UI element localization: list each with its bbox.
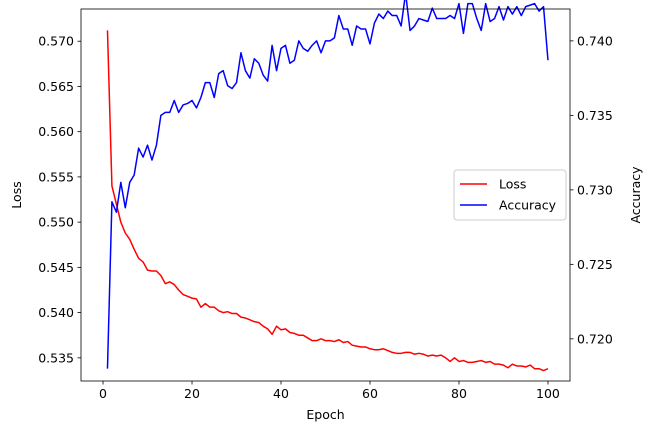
x-tick-label: 100 — [536, 386, 560, 401]
legend-label-accuracy: Accuracy — [499, 198, 557, 213]
x-axis-label: Epoch — [306, 407, 344, 422]
left-y-tick-label: 0.535 — [38, 350, 74, 365]
plot-frame — [80, 8, 571, 382]
left-y-axis-label: Loss — [9, 181, 24, 208]
x-tick-label: 40 — [273, 386, 289, 401]
left-y-tick-label: 0.545 — [38, 260, 74, 275]
left-y-tick-label: 0.555 — [38, 169, 74, 184]
right-y-axis-label: Accuracy — [628, 166, 643, 224]
right-y-tick-label: 0.740 — [577, 33, 613, 48]
right-y-tick-label: 0.735 — [577, 108, 613, 123]
x-tick-label: 0 — [99, 386, 107, 401]
left-y-tick-label: 0.550 — [38, 215, 74, 230]
x-tick-label: 80 — [451, 386, 467, 401]
x-tick-label: 60 — [362, 386, 378, 401]
x-tick-label: 20 — [184, 386, 200, 401]
right-y-tick-label: 0.720 — [577, 331, 613, 346]
legend-box — [453, 169, 567, 221]
plot-lines — [106, 0, 549, 372]
legend-label-loss: Loss — [499, 177, 526, 192]
right-y-tick-label: 0.725 — [577, 257, 613, 272]
series-line-accuracy — [106, 0, 549, 369]
left-y-axis-ticks: 0.535 0.540 0.545 0.550 0.555 0.560 0.565 0.570 — [38, 34, 81, 365]
right-y-tick-label: 0.730 — [577, 182, 613, 197]
right-y-axis-ticks: 0.720 0.725 0.730 0.735 0.740 — [570, 33, 613, 346]
x-axis-ticks: 0 20 40 60 80 100 — [99, 381, 560, 401]
series-line-loss — [106, 30, 549, 372]
left-y-tick-label: 0.560 — [38, 124, 74, 139]
left-y-tick-label: 0.570 — [38, 34, 74, 49]
legend: Loss Accuracy — [453, 169, 567, 221]
left-y-tick-label: 0.540 — [38, 305, 74, 320]
left-y-tick-label: 0.565 — [38, 79, 74, 94]
